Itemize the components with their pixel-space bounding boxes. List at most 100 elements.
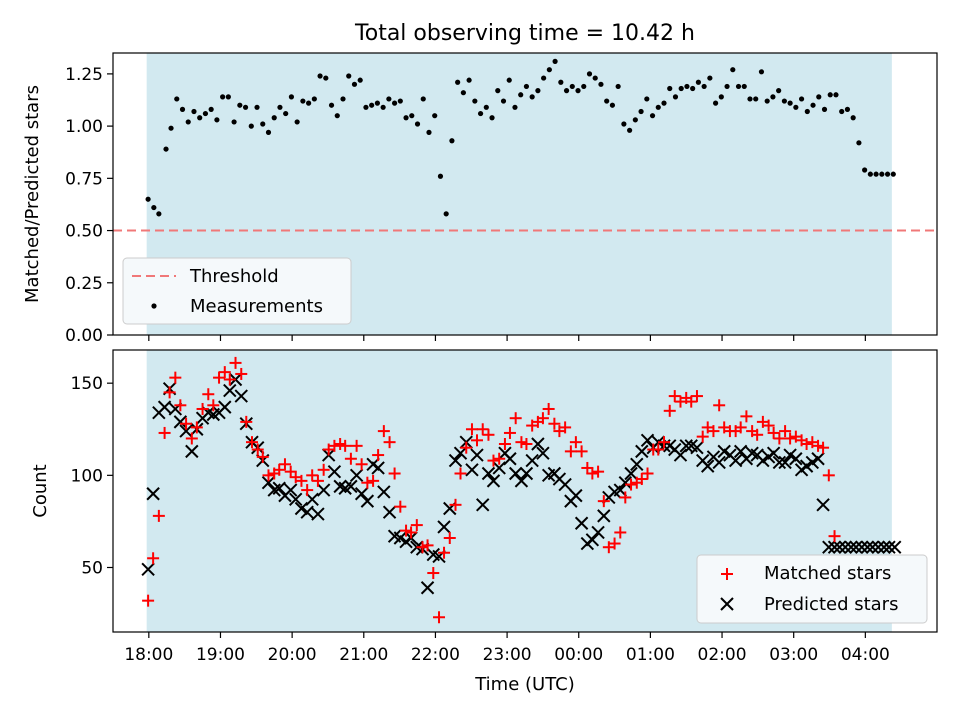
- matched-star-point: [482, 428, 495, 441]
- measurement-point: [414, 121, 421, 127]
- predicted-star-point: [882, 540, 896, 554]
- measurement-point: [334, 113, 340, 119]
- measurement-point: [609, 102, 616, 108]
- matched-star-point: [520, 438, 533, 450]
- matched-star-point: [218, 366, 231, 379]
- measurement-point: [753, 96, 759, 102]
- matched-star-point: [262, 469, 275, 482]
- matched-star-point: [569, 436, 582, 449]
- measurement-point: [506, 77, 512, 83]
- measurement-point: [518, 92, 524, 98]
- top-ylabel: Matched/Predicted stars: [22, 85, 43, 303]
- matched-stars-series: [142, 356, 901, 624]
- measurement-point: [369, 102, 375, 108]
- matched-star-point: [493, 452, 506, 465]
- measurement-point: [346, 73, 352, 79]
- measurement-point: [477, 110, 484, 117]
- predicted-star-point: [690, 440, 704, 455]
- predicted-star-point: [294, 501, 309, 516]
- measurement-point: [374, 100, 380, 106]
- predicted-star-point: [811, 452, 825, 466]
- measurement-point: [873, 171, 879, 177]
- measurement-point: [512, 104, 518, 110]
- measurement-point: [168, 125, 174, 131]
- predicted-star-point: [283, 483, 298, 497]
- predicted-star-point: [679, 439, 693, 453]
- measurement-point: [271, 115, 277, 121]
- matched-star-point: [350, 439, 363, 452]
- measurement-point: [300, 98, 306, 104]
- measurement-point: [856, 140, 862, 146]
- matched-star-point: [460, 441, 473, 454]
- predicted-star-point: [382, 505, 397, 519]
- predicted-star-point: [453, 446, 468, 460]
- predicted-star-point: [799, 459, 814, 473]
- measurement-point: [598, 81, 604, 87]
- matched-star-point: [652, 443, 665, 456]
- predicted-star-point: [640, 433, 655, 448]
- measurement-point: [730, 67, 736, 73]
- xtick-label: 23:00: [483, 645, 532, 665]
- xtick-label: 01:00: [626, 645, 675, 665]
- matched-star-point: [619, 491, 632, 504]
- matched-star-point: [740, 410, 753, 423]
- predicted-star-point: [860, 540, 875, 554]
- top-y-axis: 0.00 0.25 0.50 0.75 1.00 1.25: [65, 65, 113, 346]
- predicted-star-point: [371, 461, 385, 475]
- predicted-star-point: [470, 448, 484, 462]
- measurement-point: [546, 67, 552, 73]
- predicted-star-point: [712, 455, 726, 470]
- measurement-point: [735, 83, 742, 90]
- matched-star-point: [163, 386, 176, 399]
- xtick-label: 20:00: [268, 645, 317, 665]
- measurement-point: [627, 127, 633, 133]
- measurement-point: [242, 104, 249, 110]
- measurement-point: [151, 204, 157, 211]
- matched-star-point: [536, 412, 549, 425]
- measurement-point: [288, 94, 295, 100]
- measurement-point: [867, 171, 873, 177]
- predicted-star-point: [185, 444, 199, 459]
- predicted-legend-swatch: [720, 597, 734, 611]
- matched-star-point: [367, 474, 380, 487]
- measurement-point: [426, 129, 432, 135]
- measurement-point: [443, 211, 449, 217]
- predicted-star-point: [635, 444, 649, 459]
- predicted-star-point: [733, 444, 748, 459]
- matched-star-point: [229, 356, 242, 369]
- predicted-star-point: [420, 581, 435, 595]
- matched-star-point: [542, 402, 555, 415]
- matched-star-point: [690, 390, 703, 403]
- matched-star-point: [190, 421, 203, 434]
- top-ytick-label: 0.00: [65, 326, 103, 346]
- matched-star-point: [476, 423, 489, 436]
- measurement-point: [741, 83, 747, 90]
- matched-star-point: [416, 541, 429, 554]
- matched-star-point: [273, 463, 286, 476]
- bottom-panel: 50 100 150 18:00 19:00 20:00 21:00 22:00 23:00 0…: [30, 349, 938, 695]
- matched-star-point: [405, 526, 418, 539]
- measurement-point: [776, 88, 782, 94]
- measurement-point: [781, 98, 787, 104]
- matched-star-point: [311, 474, 324, 487]
- predicted-star-point: [569, 488, 583, 503]
- matched-star-point: [251, 443, 264, 456]
- predicted-star-point: [778, 455, 792, 470]
- measurement-point: [816, 94, 822, 100]
- matched-star-point: [180, 417, 193, 430]
- matched-star-point: [762, 419, 775, 432]
- predicted-star-point: [701, 459, 715, 473]
- predicted-star-point: [327, 464, 342, 479]
- measurement-point: [684, 83, 690, 90]
- matched-star-point: [597, 495, 610, 508]
- matched-star-point: [202, 388, 215, 401]
- predicted-star-point: [536, 446, 550, 460]
- xtick-label: 22:00: [411, 645, 460, 665]
- matched-star-point: [707, 425, 720, 438]
- measurement-point: [185, 119, 191, 125]
- predicted-star-point: [503, 452, 517, 466]
- matched-star-point: [361, 476, 374, 489]
- predicted-star-point: [360, 494, 375, 508]
- xtick-label: 00:00: [554, 645, 603, 665]
